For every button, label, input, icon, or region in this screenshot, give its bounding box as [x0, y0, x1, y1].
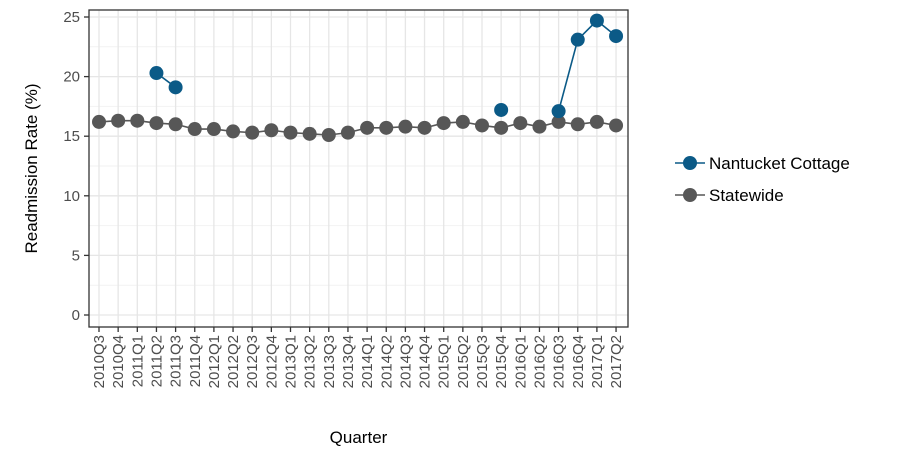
- x-tick-label: 2011Q4: [187, 335, 204, 387]
- data-point: [111, 113, 126, 128]
- x-tick-label: 2016Q4: [570, 335, 587, 388]
- x-tick-label: 2015Q1: [436, 335, 453, 388]
- series-layer: [92, 13, 624, 143]
- y-tick-label: 15: [63, 128, 80, 145]
- data-point: [532, 119, 547, 134]
- data-point: [226, 124, 241, 139]
- x-tick-label: 2017Q1: [589, 335, 606, 388]
- data-point: [455, 114, 470, 129]
- y-tick-label: 25: [63, 9, 80, 26]
- legend-label: Statewide: [709, 186, 784, 205]
- data-point: [168, 80, 183, 95]
- legend-item: Statewide: [675, 186, 784, 205]
- x-tick-label: 2015Q2: [455, 335, 472, 388]
- data-point: [609, 29, 624, 44]
- data-point: [570, 117, 585, 132]
- x-tick-label: 2015Q3: [474, 335, 491, 388]
- data-point: [149, 116, 164, 131]
- data-point: [360, 120, 375, 135]
- data-point: [589, 114, 604, 129]
- y-axis: 0 5 10 15 20 25: [63, 9, 89, 324]
- data-point: [398, 119, 413, 134]
- x-tick-label: 2014Q2: [378, 335, 395, 388]
- x-tick-label: 2012Q1: [206, 335, 223, 388]
- data-point: [206, 122, 221, 137]
- x-tick-label: 2016Q2: [531, 335, 548, 388]
- data-point: [283, 125, 298, 140]
- x-tick-label: 2013Q4: [340, 335, 357, 388]
- x-tick-label: 2016Q3: [551, 335, 568, 388]
- x-tick-label: 2010Q4: [110, 335, 127, 388]
- y-tick-label: 0: [72, 307, 80, 324]
- data-point: [570, 32, 585, 47]
- panel-background: [89, 10, 628, 327]
- x-tick-label: 2014Q3: [397, 335, 414, 388]
- data-point: [551, 114, 566, 129]
- x-axis: 2010Q3 2010Q4 2011Q1 2011Q2 2011Q3 2011Q4 2012…: [91, 327, 625, 388]
- x-tick-label: 2012Q3: [244, 335, 261, 388]
- x-tick-label: 2013Q3: [321, 335, 338, 388]
- panel-border: [88, 9, 629, 328]
- x-tick-label: 2014Q4: [417, 335, 434, 388]
- grid: [89, 10, 628, 327]
- legend-key-point: [683, 188, 697, 202]
- x-tick-label: 2017Q2: [608, 335, 625, 388]
- x-axis-title: Quarter: [330, 428, 388, 447]
- data-point: [513, 116, 528, 131]
- legend: Nantucket Cottage Statewide: [675, 154, 850, 205]
- data-point: [302, 126, 317, 141]
- data-point: [321, 128, 336, 143]
- x-tick-label: 2012Q2: [225, 335, 242, 388]
- legend-key-point: [683, 156, 697, 170]
- data-point: [264, 123, 279, 138]
- data-point: [494, 120, 509, 135]
- data-point: [245, 125, 260, 140]
- data-point: [92, 114, 106, 129]
- data-point: [475, 118, 489, 133]
- x-tick-label: 2010Q3: [91, 335, 108, 388]
- data-point: [187, 122, 202, 137]
- y-tick-label: 5: [72, 247, 80, 264]
- y-tick-label: 10: [63, 188, 80, 205]
- data-point: [609, 118, 624, 133]
- data-point: [130, 113, 145, 128]
- data-point: [340, 125, 355, 140]
- y-axis-title: Readmission Rate (%): [22, 83, 41, 253]
- x-tick-label: 2011Q1: [129, 335, 146, 387]
- data-point: [551, 104, 566, 119]
- x-tick-label: 2014Q1: [359, 335, 376, 388]
- x-tick-label: 2012Q4: [263, 335, 280, 388]
- x-tick-label: 2011Q3: [168, 335, 185, 387]
- x-tick-label: 2011Q2: [148, 335, 165, 387]
- series-nantucket-cottage: [149, 13, 624, 119]
- x-tick-label: 2016Q1: [512, 335, 529, 388]
- x-tick-label: 2013Q1: [283, 335, 300, 388]
- data-point: [168, 117, 183, 132]
- x-tick-label: 2013Q2: [302, 335, 319, 388]
- data-point: [494, 102, 509, 117]
- series-statewide: [92, 113, 624, 143]
- data-point: [589, 13, 604, 28]
- data-point: [149, 66, 164, 81]
- data-point: [417, 120, 432, 135]
- legend-label: Nantucket Cottage: [709, 154, 850, 173]
- legend-item: Nantucket Cottage: [675, 154, 850, 173]
- x-tick-label: 2015Q4: [493, 335, 510, 388]
- data-point: [436, 116, 451, 131]
- data-point: [379, 120, 394, 135]
- series-line-segment: [557, 39, 579, 112]
- y-tick-label: 20: [63, 69, 80, 86]
